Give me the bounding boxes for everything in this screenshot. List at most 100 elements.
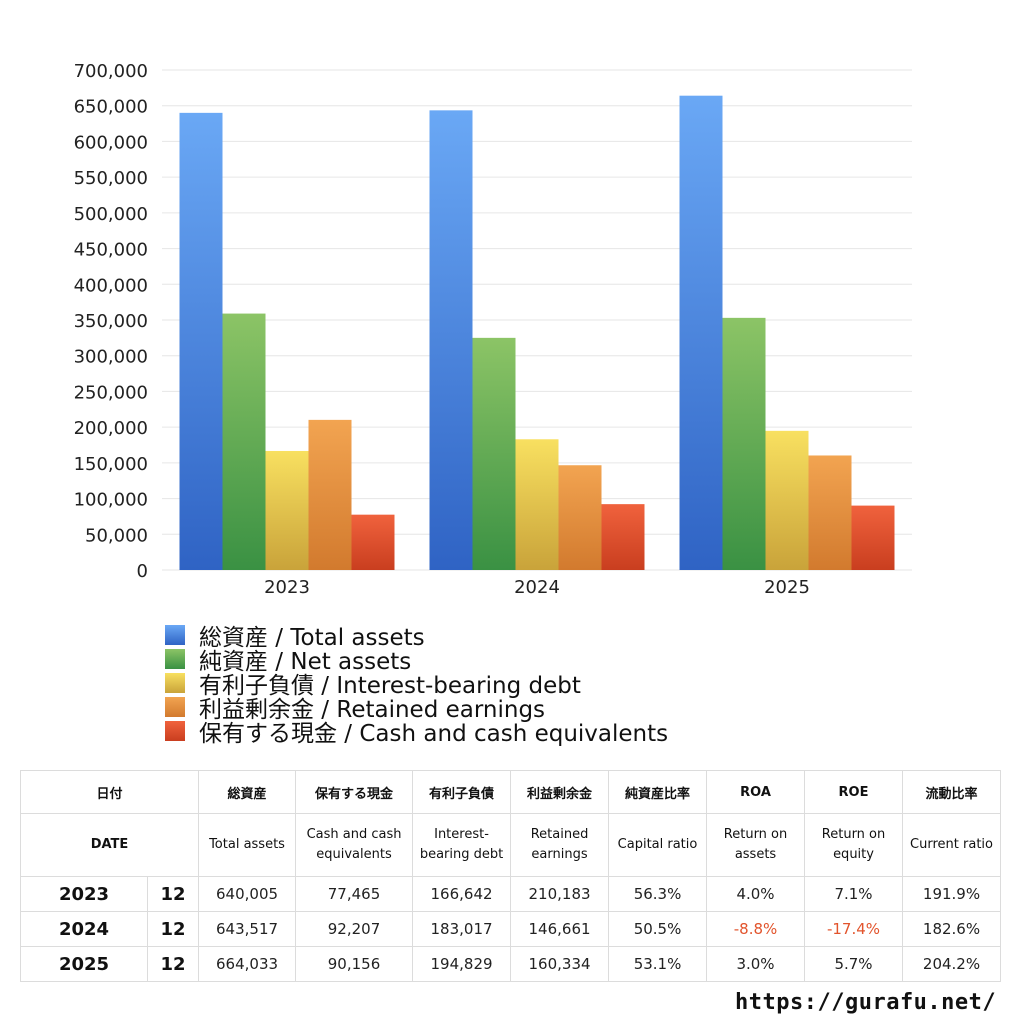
header-retained-en: Retained earnings — [510, 813, 610, 877]
row-retained: 146,661 — [510, 911, 610, 947]
legend-label-total-assets: 総資産 / Total assets — [199, 625, 425, 651]
legend-swatch-interest-bearing-debt — [165, 673, 185, 693]
chart-svg: 0 50,000 100,000 150,000 200,000 250,000 300,0… — [74, 61, 912, 598]
y-tick-label: 600,000 — [74, 132, 148, 153]
header-current-ratio-jp: 流動比率 — [902, 770, 1002, 814]
row-roa: 4.0% — [706, 876, 806, 912]
bar — [851, 505, 895, 570]
legend-item-net-assets: 純資産 / Net assets — [165, 647, 668, 675]
y-tick-label: 150,000 — [74, 454, 148, 475]
bar — [308, 419, 352, 570]
bar — [765, 430, 809, 570]
row-total-assets: 643,517 — [198, 911, 297, 947]
bar — [351, 514, 395, 570]
row-retained: 160,334 — [510, 946, 610, 982]
legend-item-total-assets: 総資産 / Total assets — [165, 623, 668, 651]
y-tick-label: 200,000 — [74, 418, 148, 439]
bar — [601, 504, 645, 570]
header-debt-en: Interest-bearing debt — [412, 813, 512, 877]
header-date-en: DATE — [19, 813, 200, 877]
bar — [429, 110, 473, 570]
header-roa-jp: ROA — [706, 770, 806, 814]
row-roe: 5.7% — [804, 946, 904, 982]
header-retained-jp: 利益剰余金 — [510, 770, 610, 814]
legend-swatch-total-assets — [165, 625, 185, 645]
bar — [808, 455, 852, 570]
y-tick-label: 300,000 — [74, 347, 148, 368]
header-total-assets-en: Total assets — [198, 813, 297, 877]
row-capital-ratio: 56.3% — [608, 876, 708, 912]
legend-item-retained-earnings: 利益剰余金 / Retained earnings — [165, 695, 668, 723]
row-debt: 194,829 — [412, 946, 512, 982]
row-cash: 90,156 — [295, 946, 414, 982]
row-capital-ratio: 50.5% — [608, 911, 708, 947]
bar — [515, 439, 559, 570]
row-total-assets: 664,033 — [198, 946, 297, 982]
table-row: 2023 12 640,005 77,465 166,642 210,183 5… — [20, 876, 1002, 912]
row-capital-ratio: 53.1% — [608, 946, 708, 982]
bar — [472, 337, 516, 570]
header-roa-en: Return on assets — [706, 813, 806, 877]
y-tick-label: 0 — [137, 561, 148, 582]
header-debt-jp: 有利子負債 — [412, 770, 512, 814]
row-cash: 77,465 — [295, 876, 414, 912]
site-url: https://gurafu.net/ — [735, 990, 997, 1015]
legend-swatch-cash — [165, 721, 185, 741]
y-tick-label: 250,000 — [74, 382, 148, 403]
row-total-assets: 640,005 — [198, 876, 297, 912]
row-month: 12 — [146, 946, 200, 982]
y-tick-label: 650,000 — [74, 97, 148, 118]
row-month: 12 — [146, 876, 200, 912]
row-year: 2023 — [20, 876, 148, 912]
legend-swatch-net-assets — [165, 649, 185, 669]
header-roe-jp: ROE — [804, 770, 904, 814]
legend-item-cash: 保有する現金 / Cash and cash equivalents — [165, 719, 668, 747]
row-cash: 92,207 — [295, 911, 414, 947]
row-current-ratio: 191.9% — [902, 876, 1002, 912]
chart-legend: 総資産 / Total assets 純資産 / Net assets 有利子負… — [165, 623, 668, 747]
y-tick-label: 400,000 — [74, 275, 148, 296]
row-month: 12 — [146, 911, 200, 947]
header-current-ratio-en: Current ratio — [902, 813, 1002, 877]
table-header-jp: 日付 総資産 保有する現金 有利子負債 利益剰余金 純資産比率 ROA ROE … — [19, 770, 1002, 814]
legend-label-interest-bearing-debt: 有利子負債 / Interest-bearing debt — [199, 673, 581, 699]
table-row: 2025 12 664,033 90,156 194,829 160,334 5… — [20, 946, 1002, 982]
row-roa: -8.8% — [706, 911, 806, 947]
header-cash-jp: 保有する現金 — [295, 770, 414, 814]
bar — [679, 95, 723, 571]
header-roe-en: Return on equity — [804, 813, 904, 877]
legend-item-interest-bearing-debt: 有利子負債 / Interest-bearing debt — [165, 671, 668, 699]
row-year: 2024 — [20, 911, 148, 947]
legend-label-cash: 保有する現金 / Cash and cash equivalents — [199, 721, 669, 747]
bar — [179, 112, 223, 570]
financial-data-table: 日付 総資産 保有する現金 有利子負債 利益剰余金 純資産比率 ROA ROE … — [19, 770, 1002, 982]
x-tick-label: 2025 — [764, 577, 810, 598]
bar — [222, 313, 266, 570]
bar-chart: 0 50,000 100,000 150,000 200,000 250,000 300,0… — [74, 61, 912, 598]
legend-label-retained-earnings: 利益剰余金 / Retained earnings — [199, 697, 546, 723]
y-tick-label: 450,000 — [74, 240, 148, 261]
header-total-assets-jp: 総資産 — [198, 770, 297, 814]
header-capital-ratio-en: Capital ratio — [608, 813, 708, 877]
y-tick-label: 550,000 — [74, 168, 148, 189]
x-tick-label: 2023 — [264, 577, 310, 598]
bar — [265, 450, 309, 570]
bar — [722, 317, 766, 570]
legend-label-net-assets: 純資産 / Net assets — [199, 649, 412, 675]
row-current-ratio: 204.2% — [902, 946, 1002, 982]
header-date-jp: 日付 — [19, 770, 200, 814]
y-tick-label: 350,000 — [74, 311, 148, 332]
y-tick-label: 500,000 — [74, 204, 148, 225]
x-tick-label: 2024 — [514, 577, 560, 598]
row-debt: 183,017 — [412, 911, 512, 947]
header-cash-en: Cash and cash equivalents — [295, 813, 414, 877]
row-roe: 7.1% — [804, 876, 904, 912]
row-roe: -17.4% — [804, 911, 904, 947]
header-capital-ratio-jp: 純資産比率 — [608, 770, 708, 814]
y-tick-label: 50,000 — [85, 525, 148, 546]
bar — [558, 465, 602, 570]
legend-swatch-retained-earnings — [165, 697, 185, 717]
row-retained: 210,183 — [510, 876, 610, 912]
row-current-ratio: 182.6% — [902, 911, 1002, 947]
y-tick-label: 700,000 — [74, 61, 148, 82]
